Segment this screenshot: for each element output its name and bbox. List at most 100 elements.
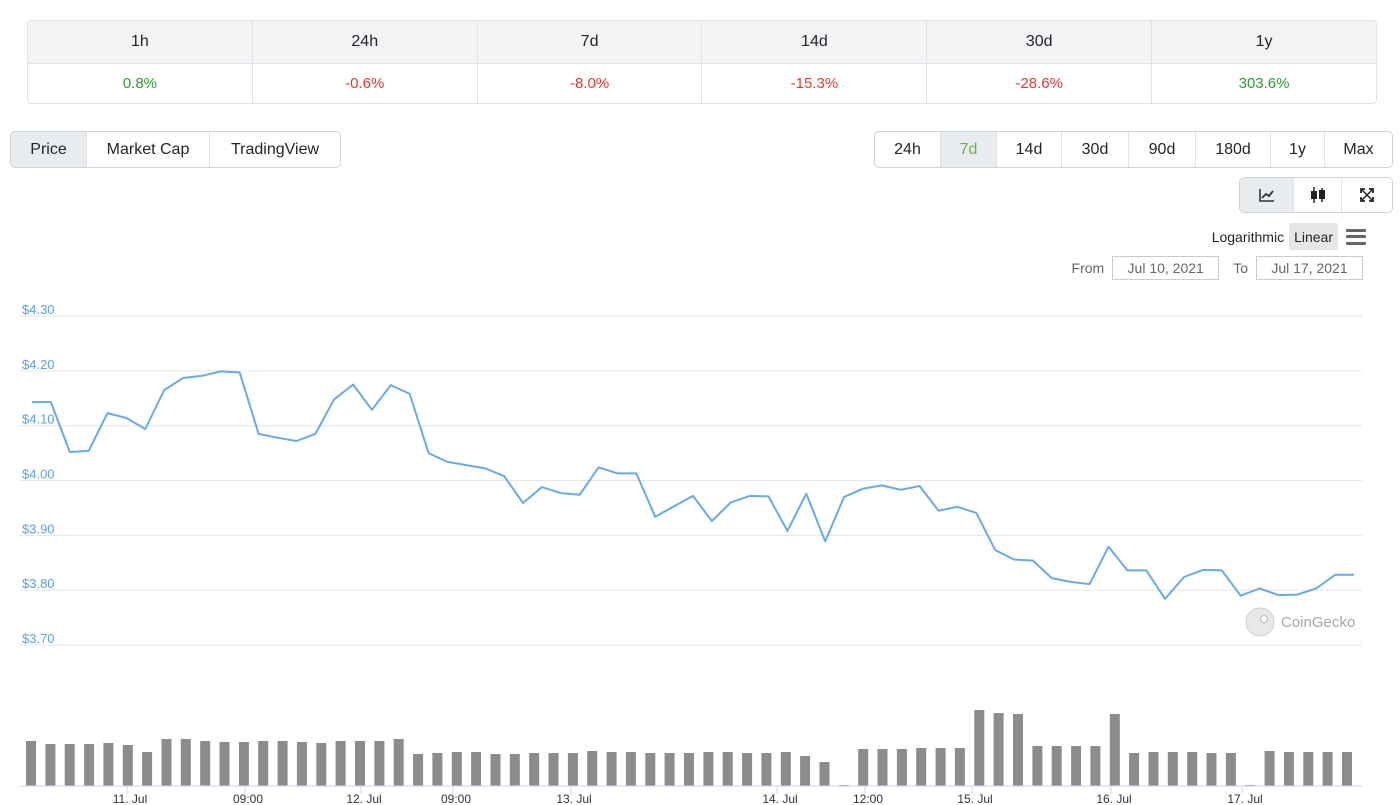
y-tick-label: $3.80 (22, 576, 55, 591)
logarithmic-option[interactable]: Logarithmic (1211, 228, 1285, 245)
range-14d[interactable]: 14d (997, 132, 1062, 167)
volume-bar (974, 710, 985, 786)
change-value: -15.3% (790, 75, 839, 92)
expand-icon (1360, 188, 1374, 202)
x-tick-label: 09:00 (441, 792, 471, 805)
range-90d[interactable]: 90d (1129, 132, 1196, 167)
volume-bar (277, 741, 288, 786)
candlestick-icon (1310, 187, 1325, 203)
x-tick-label: 17. Jul (1227, 792, 1262, 805)
x-tick-label: 16. Jul (1096, 792, 1131, 805)
volume-bar (1225, 753, 1236, 786)
x-tick-label: 15. Jul (957, 792, 992, 805)
y-tick-label: $3.90 (22, 521, 55, 536)
change-value: -28.6% (1015, 75, 1063, 92)
range-180d[interactable]: 180d (1196, 132, 1271, 167)
price-chart: $4.30 $4.20 $4.10 $4.00 $3.90 $3.80 $3.70 CoinG… (20, 302, 1362, 805)
coingecko-logo-eye (1260, 615, 1268, 623)
chart-type-tradingview[interactable]: TradingView (230, 140, 320, 158)
volume-bar (703, 752, 714, 786)
range-30d[interactable]: 30d (1062, 132, 1129, 167)
volume-bar (877, 749, 888, 786)
change-column-14d: 14d -15.3% (702, 21, 928, 103)
volume-bar (1283, 752, 1294, 786)
linear-option[interactable]: Linear (1289, 223, 1338, 250)
volume-bar (509, 754, 520, 786)
volume-bar (84, 744, 95, 786)
time-range-selector: 24h 7d 14d 30d 90d 180d 1y Max (874, 131, 1393, 168)
change-value: 0.8% (122, 75, 158, 92)
volume-bar (1303, 752, 1314, 786)
volume-bar (761, 753, 772, 786)
hamburger-menu-icon[interactable] (1346, 228, 1366, 245)
volume-bar (1342, 752, 1352, 786)
change-value: 303.6% (1238, 75, 1290, 92)
volume-bar (335, 741, 346, 786)
volume-bar (916, 748, 927, 786)
fullscreen-button[interactable] (1342, 178, 1392, 212)
range-24h[interactable]: 24h (875, 132, 941, 167)
volume-bar (548, 753, 559, 786)
volume-bar (316, 743, 327, 786)
change-column-7d: 7d -8.0% (477, 21, 703, 103)
y-tick-label: $4.20 (22, 357, 55, 372)
range-max[interactable]: Max (1343, 140, 1374, 158)
to-date-input[interactable] (1256, 256, 1363, 280)
candlestick-button[interactable] (1294, 178, 1342, 212)
change-period-label: 14d (702, 21, 927, 64)
volume-bar (180, 739, 191, 786)
volume-bar (238, 742, 249, 786)
change-period-label: 30d (927, 21, 1152, 64)
volume-bar (625, 752, 636, 786)
volume-bar (529, 753, 540, 786)
volume-bar (896, 749, 907, 786)
chart-type-price[interactable]: Price (11, 132, 87, 167)
change-period-label: 1h (28, 21, 252, 64)
y-tick-label: $4.30 (22, 302, 55, 317)
price-change-table: 1h 0.8% 24h -0.6% 7d -8.0% 14d -15.3% 30d -28.6% 1… (27, 20, 1377, 104)
volume-bar (451, 752, 462, 786)
from-date-input[interactable] (1112, 256, 1220, 280)
range-7d[interactable]: 7d (941, 132, 997, 167)
volume-bar (1051, 746, 1062, 786)
coingecko-logo-icon (1245, 607, 1275, 637)
volume-bar (374, 741, 385, 786)
change-column-1y: 1y 303.6% (1152, 21, 1376, 103)
y-tick-label: $3.70 (22, 631, 55, 646)
volume-bar (1013, 714, 1023, 786)
volume-bar (935, 748, 946, 786)
volume-bar (200, 741, 211, 786)
change-value: -8.0% (569, 75, 610, 92)
chart-type-market-cap[interactable]: Market Cap (87, 132, 210, 167)
volume-bar (1032, 746, 1043, 786)
to-label: To (1233, 260, 1248, 276)
volume-bar (393, 739, 404, 786)
range-1y[interactable]: 1y (1271, 132, 1325, 167)
volume-bar (722, 752, 733, 786)
volume-bar (161, 739, 172, 786)
change-period-label: 7d (477, 21, 702, 64)
x-tick-label: 12. Jul (346, 792, 381, 805)
line-chart-button[interactable] (1240, 178, 1294, 212)
volume-bar (432, 753, 443, 786)
volume-bar (413, 754, 424, 786)
x-tick-label: 11. Jul (113, 792, 147, 805)
scale-toggle: Logarithmic Linear (1207, 223, 1366, 250)
volume-bar (490, 754, 501, 786)
volume-bar (742, 753, 753, 786)
volume-bar (1322, 752, 1333, 786)
change-value: -0.6% (345, 75, 385, 92)
change-column-1h: 1h 0.8% (28, 21, 253, 103)
volume-bar (1167, 752, 1178, 786)
change-column-30d: 30d -28.6% (927, 21, 1153, 103)
y-tick-label: $4.00 (22, 467, 55, 482)
date-range: From To (1066, 256, 1363, 280)
volume-bar (1148, 752, 1159, 786)
x-tick-label: 12:00 (853, 792, 883, 805)
volume-bar (142, 752, 153, 786)
chart-type-selector: Price Market Cap TradingView (10, 131, 341, 168)
volume-bar (1206, 753, 1217, 786)
watermark-text: CoinGecko (1281, 614, 1355, 631)
volume-bar (587, 751, 598, 786)
volume-bar (819, 762, 830, 786)
